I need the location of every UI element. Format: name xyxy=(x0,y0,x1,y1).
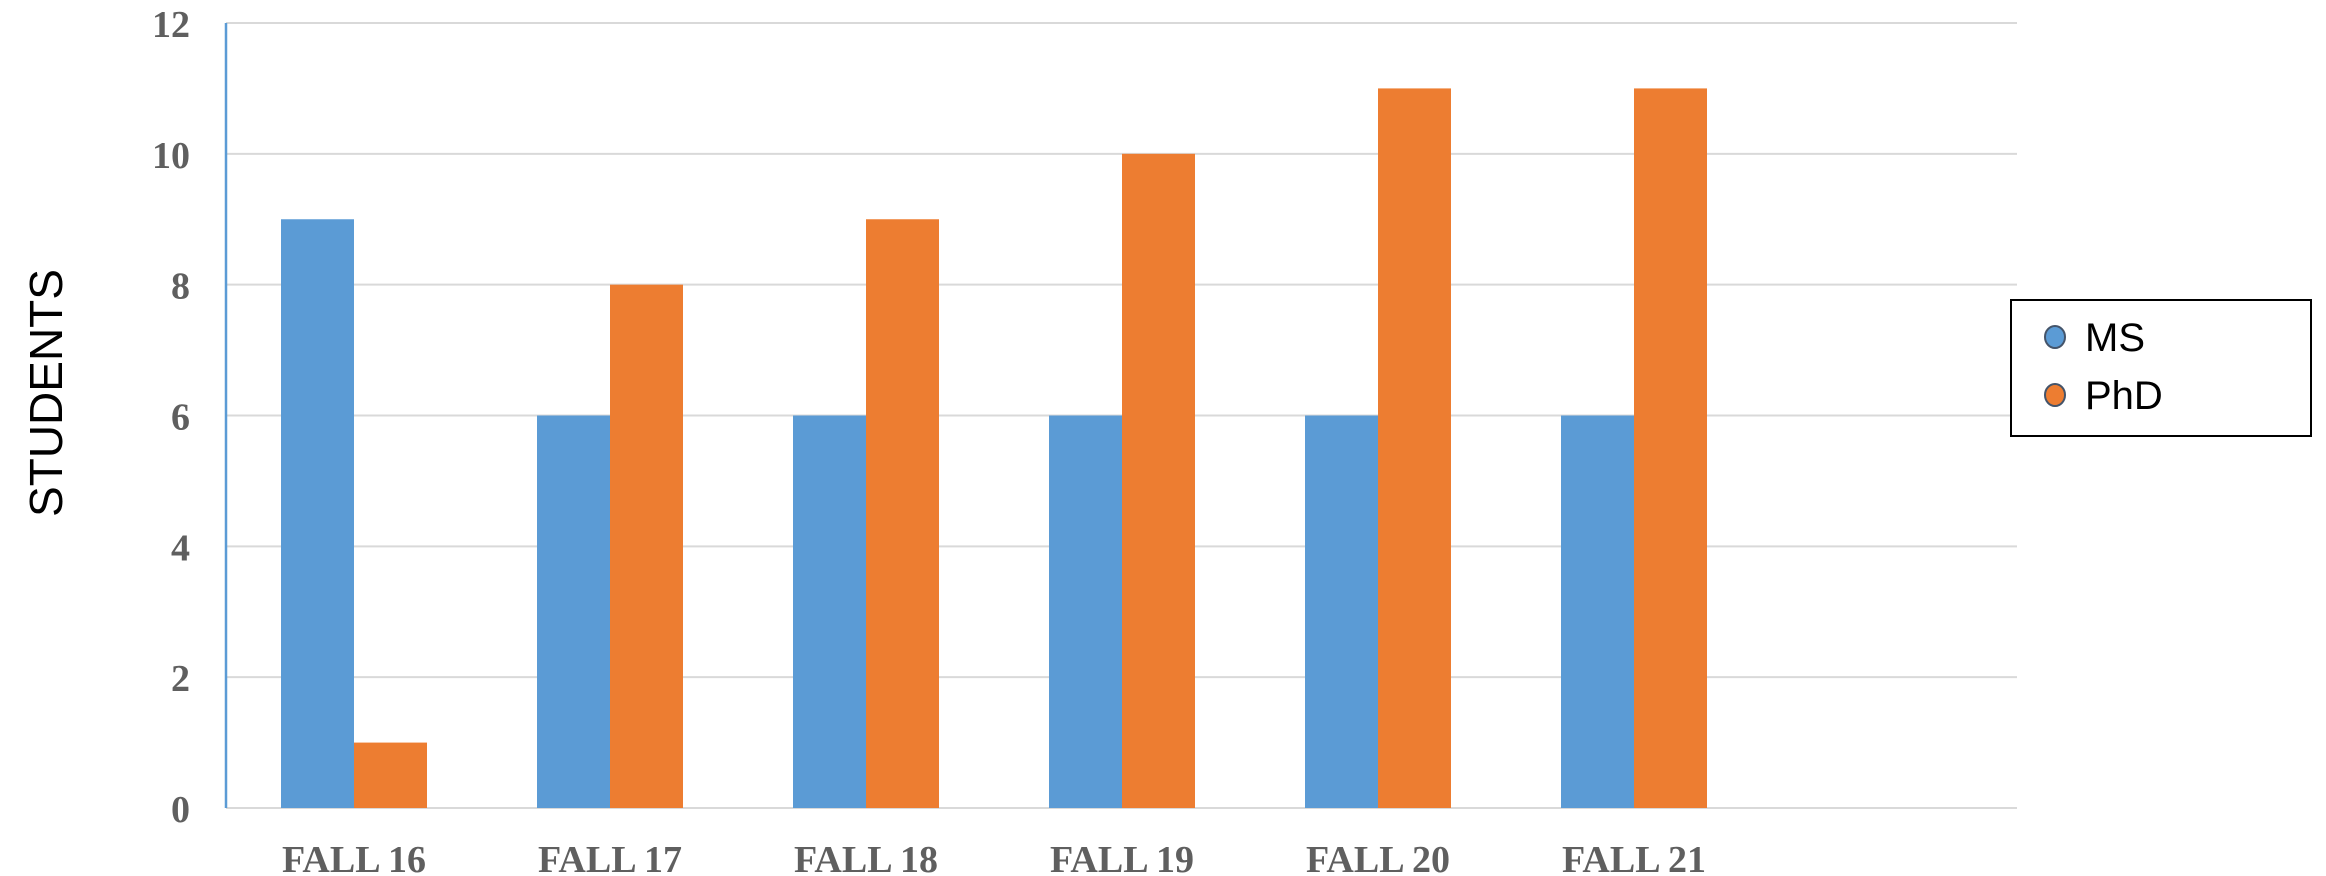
bar-ms-fall-21 xyxy=(1561,415,1634,808)
bar-ms-fall-20 xyxy=(1305,415,1378,808)
bar-ms-fall-17 xyxy=(537,415,610,808)
x-tick-label: FALL 19 xyxy=(1050,839,1194,876)
y-tick-label: 10 xyxy=(152,135,190,177)
x-tick-label: FALL 17 xyxy=(538,839,682,876)
bar-phd-fall-18 xyxy=(866,219,939,808)
bar-phd-fall-19 xyxy=(1122,153,1195,809)
y-tick-label: 4 xyxy=(171,527,190,569)
y-axis-title: STUDENTS xyxy=(20,269,72,517)
x-tick-label: FALL 18 xyxy=(794,839,938,876)
bars xyxy=(281,88,1707,809)
bar-ms-fall-16 xyxy=(281,219,354,808)
y-tick-label: 0 xyxy=(171,789,190,831)
bar-ms-fall-19 xyxy=(1049,415,1122,808)
legend-label-ms: MS xyxy=(2085,316,2145,360)
y-tick-label: 6 xyxy=(171,397,190,439)
x-tick-labels: FALL 16 FALL 17 FALL 18 FALL 19 FALL 20 FALL … xyxy=(282,839,1706,876)
bar-phd-fall-16 xyxy=(354,742,427,808)
bar-ms-fall-18 xyxy=(793,415,866,808)
x-tick-label: FALL 21 xyxy=(1562,839,1706,876)
legend-label-phd: PhD xyxy=(2085,374,2163,418)
legend-items: MS PhD xyxy=(2044,316,2163,418)
legend-marker-phd xyxy=(2044,383,2066,407)
y-tick-label: 2 xyxy=(171,658,190,700)
legend-marker-ms xyxy=(2044,325,2066,349)
x-tick-label: FALL 20 xyxy=(1306,839,1450,876)
legend: MS PhD xyxy=(2010,299,2312,437)
y-tick-label: 8 xyxy=(171,266,190,308)
bar-phd-fall-17 xyxy=(610,284,683,809)
bar-phd-fall-21 xyxy=(1634,88,1707,808)
x-tick-label: FALL 16 xyxy=(282,839,426,876)
y-tick-labels: 0 2 4 6 8 10 12 xyxy=(152,4,190,831)
y-tick-label: 12 xyxy=(152,4,190,46)
bar-phd-fall-20 xyxy=(1378,88,1451,808)
legend-box xyxy=(2010,299,2312,437)
